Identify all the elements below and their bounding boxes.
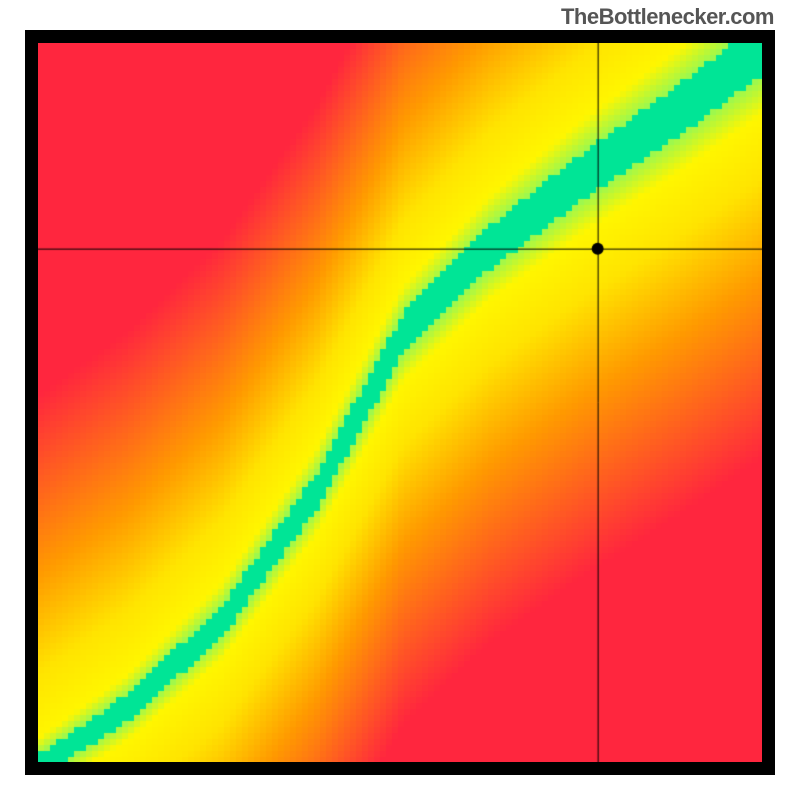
watermark: TheBottlenecker.com [561,4,774,30]
heatmap-canvas [38,43,762,762]
chart-frame [25,30,775,775]
